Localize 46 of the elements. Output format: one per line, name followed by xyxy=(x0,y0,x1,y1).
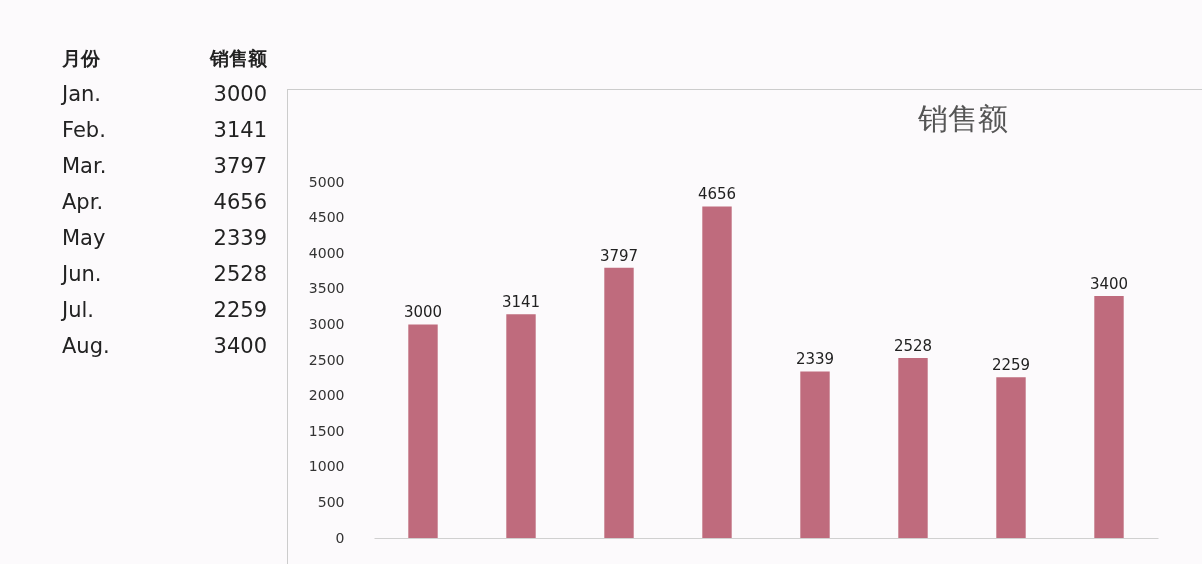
data-label: 3400 xyxy=(1089,274,1129,293)
data-label: 2259 xyxy=(991,356,1031,375)
y-tick-label: 500 xyxy=(317,493,345,510)
category-label: Aug. xyxy=(62,333,110,360)
y-tick-label: 2000 xyxy=(308,387,345,404)
data-label: 2339 xyxy=(795,350,835,369)
text: 月份 xyxy=(62,46,100,71)
data-label: 3141 xyxy=(213,117,267,144)
bar xyxy=(898,358,928,538)
bar xyxy=(408,324,438,538)
text: 销售额 xyxy=(210,46,267,71)
y-tick-label: 4500 xyxy=(308,209,345,226)
data-label: 2259 xyxy=(213,297,267,324)
data-label: 3797 xyxy=(599,246,639,265)
y-tick-label: 0 xyxy=(335,529,345,546)
y-tick-label: 1500 xyxy=(308,422,345,439)
bar xyxy=(996,377,1026,538)
data-label: 4656 xyxy=(213,189,267,216)
y-tick-label: 1000 xyxy=(308,458,345,475)
y-tick-label: 5000 xyxy=(308,173,345,190)
y-tick-label: 2500 xyxy=(308,351,345,368)
chart-title: 销售额 xyxy=(917,101,1008,136)
category-label: Jul. xyxy=(62,297,95,324)
bar xyxy=(604,267,634,538)
data-label: 3141 xyxy=(501,293,541,312)
y-tick-label: 4000 xyxy=(308,244,345,261)
data-label: 3797 xyxy=(213,153,267,180)
data-label: 3000 xyxy=(213,81,267,108)
category-label: May xyxy=(62,225,106,252)
bar xyxy=(506,314,536,538)
bar xyxy=(702,206,732,538)
y-tick-label: 3000 xyxy=(308,315,345,332)
data-label: 3400 xyxy=(213,333,267,360)
y-tick-label: 3500 xyxy=(308,280,345,297)
data-label: 2528 xyxy=(893,337,933,356)
data-label: 3000 xyxy=(403,303,443,322)
category-label: Mar. xyxy=(62,153,107,180)
data-label: 2339 xyxy=(213,225,267,252)
category-label: Jan. xyxy=(62,81,102,108)
category-label: Feb. xyxy=(62,117,106,144)
category-label: Apr. xyxy=(62,189,104,216)
data-label: 4656 xyxy=(697,185,737,204)
data-label: 2528 xyxy=(213,261,267,288)
bar xyxy=(1094,295,1124,538)
bar xyxy=(800,371,830,538)
category-label: Jun. xyxy=(62,261,102,288)
